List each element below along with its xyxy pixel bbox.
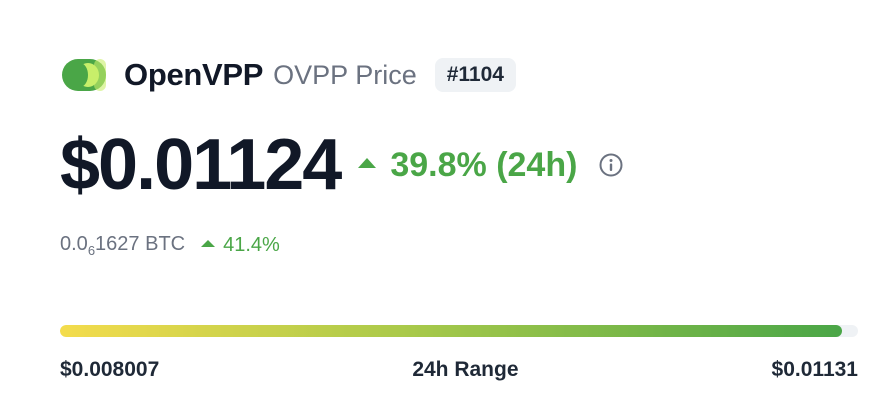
price-row: $0.01124 39.8% (24h)	[60, 122, 625, 208]
btc-price-prefix: 0.0	[60, 232, 88, 255]
btc-change-value: 41.4%	[223, 233, 280, 256]
btc-price-row: 0.061627 BTC 41.4%	[60, 230, 280, 260]
price-change-24h: 39.8% (24h)	[358, 146, 577, 185]
range-high: $0.01131	[771, 358, 858, 381]
coin-header: OpenVPP OVPP Price #1104	[60, 53, 516, 97]
caret-up-icon	[358, 158, 377, 168]
range-24h-fill	[60, 325, 843, 337]
coin-name: OpenVPP	[124, 57, 264, 92]
caret-up-small-icon	[201, 240, 216, 247]
price-change-24h-value: 39.8% (24h)	[390, 145, 578, 184]
openvpp-logo-icon	[60, 55, 108, 95]
btc-change: 41.4%	[201, 234, 280, 257]
range-label: 24h Range	[412, 358, 519, 381]
range-24h-bar	[60, 325, 858, 337]
range-24h-labels: $0.008007 24h Range $0.01131	[60, 355, 858, 385]
btc-price-digits: 1627	[95, 232, 140, 255]
btc-unit: BTC	[145, 232, 186, 255]
btc-price: 0.061627 BTC	[60, 233, 185, 258]
range-low: $0.008007	[60, 358, 160, 381]
rank-badge: #1104	[434, 58, 516, 92]
coin-symbol-label: OVPP Price	[273, 59, 417, 90]
usd-price: $0.01124	[60, 125, 342, 205]
info-icon[interactable]	[597, 151, 625, 179]
btc-price-zero-count: 6	[87, 242, 96, 258]
